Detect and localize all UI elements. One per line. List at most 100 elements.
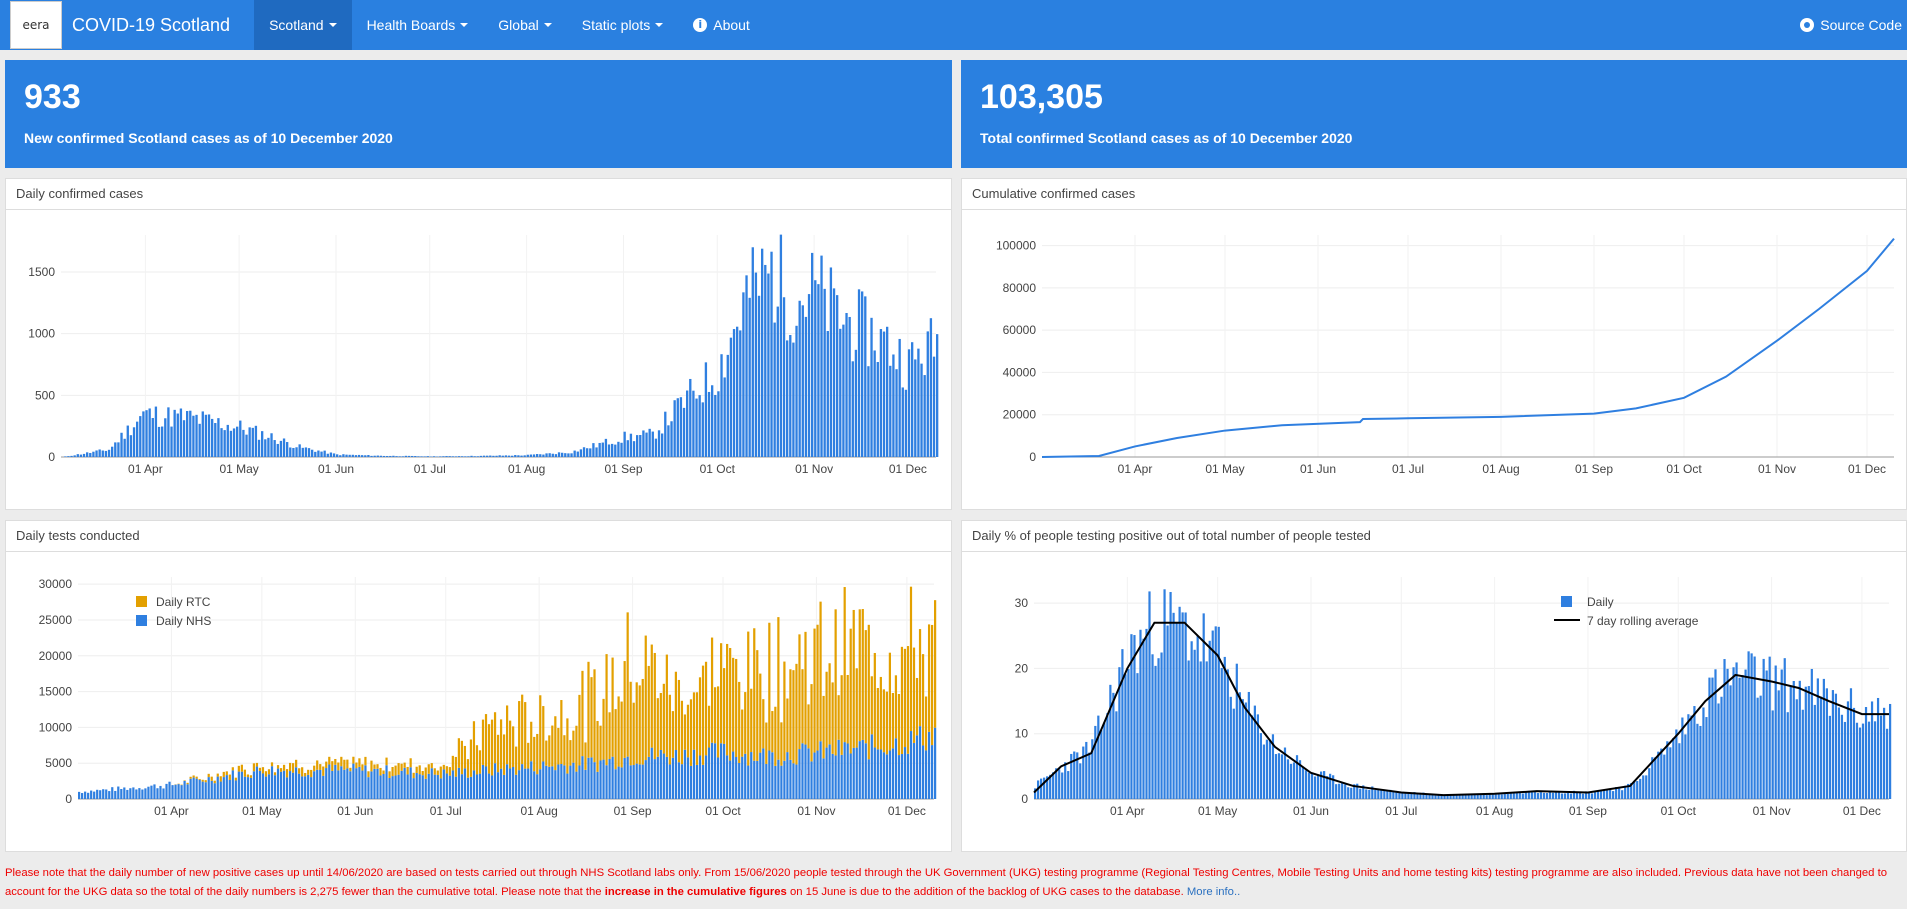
- daily-case-bar: [761, 248, 764, 457]
- positivity-bar: [1756, 697, 1759, 799]
- nav-about[interactable]: i About: [678, 0, 765, 50]
- eera-logo[interactable]: eera: [10, 1, 62, 49]
- daily-case-bar: [542, 454, 545, 457]
- rtc-test-bar: [560, 700, 563, 765]
- rtc-test-bar: [439, 766, 442, 779]
- nhs-test-bar: [343, 769, 346, 799]
- rtc-test-bar: [611, 657, 614, 757]
- daily-case-bar: [151, 418, 154, 457]
- positivity-bar: [1202, 613, 1205, 799]
- positivity-bar: [1711, 677, 1714, 799]
- positivity-bar: [1497, 792, 1500, 799]
- daily-case-bar: [395, 456, 398, 457]
- daily-case-bar: [292, 447, 295, 457]
- daily-case-bar: [773, 322, 776, 457]
- nav-static-plots[interactable]: Static plots: [567, 0, 678, 50]
- footer-text-1: Please note that the daily number of new…: [5, 867, 1888, 898]
- nav-health-boards[interactable]: Health Boards: [352, 0, 484, 50]
- rtc-test-bar: [243, 769, 246, 777]
- daily-case-bar: [482, 455, 486, 457]
- nhs-test-bar: [798, 749, 801, 799]
- rtc-test-bar: [515, 746, 518, 775]
- daily-case-bar: [142, 411, 145, 457]
- rtc-test-bar: [587, 661, 590, 758]
- panel-positivity-title: Daily % of people testing positive out o…: [962, 521, 1906, 552]
- rtc-test-bar: [192, 775, 195, 778]
- legend-label-daily: Daily: [1587, 595, 1614, 609]
- rtc-test-bar: [237, 765, 240, 772]
- daily-case-bar: [679, 397, 683, 457]
- rtc-test-bar: [382, 770, 385, 774]
- y-tick-label: 100000: [996, 239, 1036, 253]
- daily-case-bar: [445, 456, 448, 457]
- rtc-test-bar: [533, 736, 536, 772]
- rtc-test-bar: [304, 772, 307, 777]
- nav-scotland[interactable]: Scotland: [254, 0, 352, 50]
- nav-global[interactable]: Global: [483, 0, 566, 50]
- rtc-test-bar: [412, 772, 415, 779]
- daily-case-bar: [182, 420, 186, 457]
- rtc-test-bar: [415, 766, 418, 773]
- positivity-chart[interactable]: 0 10 20 30 01 Apr 01 May 01 Jun 01 Jul 01 Aug 01 …: [962, 552, 1906, 851]
- nhs-test-bar: [102, 789, 105, 799]
- nhs-test-bar: [177, 784, 180, 799]
- nhs-test-bar: [768, 750, 771, 799]
- nhs-test-bar: [189, 778, 192, 799]
- daily-case-bar: [826, 331, 829, 457]
- daily-case-bar: [267, 437, 270, 457]
- nhs-test-bar: [180, 785, 183, 799]
- daily-tests-chart[interactable]: 0 5000 10000 15000 20000 25000 30000 01 Apr 01 M…: [6, 552, 951, 851]
- daily-case-bar: [645, 432, 648, 457]
- daily-case-bar: [79, 454, 83, 457]
- nhs-test-bar: [96, 789, 99, 799]
- nhs-test-bar: [282, 770, 286, 799]
- rtc-test-bar: [828, 663, 831, 745]
- positivity-bar: [1837, 707, 1841, 799]
- rtc-test-bar: [358, 758, 361, 767]
- daily-case-bar: [926, 331, 929, 457]
- daily-case-bar: [589, 448, 592, 457]
- positivity-bar: [1693, 706, 1696, 799]
- source-code-link[interactable]: Source Code: [1800, 0, 1902, 50]
- positivity-bar: [1563, 793, 1567, 799]
- positivity-bar: [1238, 692, 1241, 799]
- brand-title[interactable]: COVID-19 Scotland: [72, 14, 231, 35]
- positivity-bar: [1479, 794, 1482, 799]
- positivity-bar: [1864, 707, 1868, 799]
- rtc-test-bar: [683, 714, 687, 750]
- nhs-test-bar: [852, 747, 855, 799]
- positivity-bar: [1657, 751, 1660, 799]
- daily-case-bar: [517, 455, 520, 457]
- nhs-test-bar: [120, 789, 123, 799]
- rtc-test-bar: [888, 652, 892, 751]
- daily-case-bar: [392, 455, 395, 457]
- daily-case-bar: [657, 430, 661, 457]
- nhs-test-bar: [406, 774, 409, 799]
- x-tick-label: 01 Oct: [1666, 462, 1702, 476]
- daily-cases-chart[interactable]: 0 500 1000 1500 01 Apr 01 May 01 Jun 01 Jul 01 A…: [6, 210, 951, 509]
- nhs-test-bar: [885, 754, 888, 799]
- positivity-bar: [1500, 794, 1503, 799]
- nhs-test-bar: [382, 773, 385, 799]
- daily-case-bar: [811, 252, 814, 457]
- nhs-test-bar: [114, 790, 117, 799]
- daily-case-bar: [873, 350, 876, 457]
- daily-case-bar: [667, 425, 670, 457]
- rtc-test-bar: [210, 776, 213, 781]
- positivity-bar: [1714, 669, 1717, 799]
- nhs-test-bar: [861, 739, 864, 799]
- more-info-link[interactable]: More info..: [1186, 886, 1241, 898]
- footer-note: Please note that the daily number of new…: [5, 864, 1905, 902]
- rtc-test-bar: [460, 740, 464, 775]
- positivity-bar: [1762, 658, 1765, 799]
- daily-case-bar: [551, 453, 554, 457]
- daily-case-bar: [232, 428, 236, 457]
- cumulative-cases-chart[interactable]: 0 20000 40000 60000 80000 100000 01 Apr 01 May 0…: [962, 210, 1906, 509]
- nhs-test-bar: [207, 777, 210, 799]
- y-tick-label: 30: [1015, 596, 1029, 610]
- positivity-bar: [1259, 733, 1263, 799]
- daily-case-bar: [579, 449, 583, 457]
- rtc-test-bar: [707, 705, 711, 748]
- daily-case-bar: [89, 452, 92, 457]
- x-tick-label: 01 Dec: [888, 804, 926, 818]
